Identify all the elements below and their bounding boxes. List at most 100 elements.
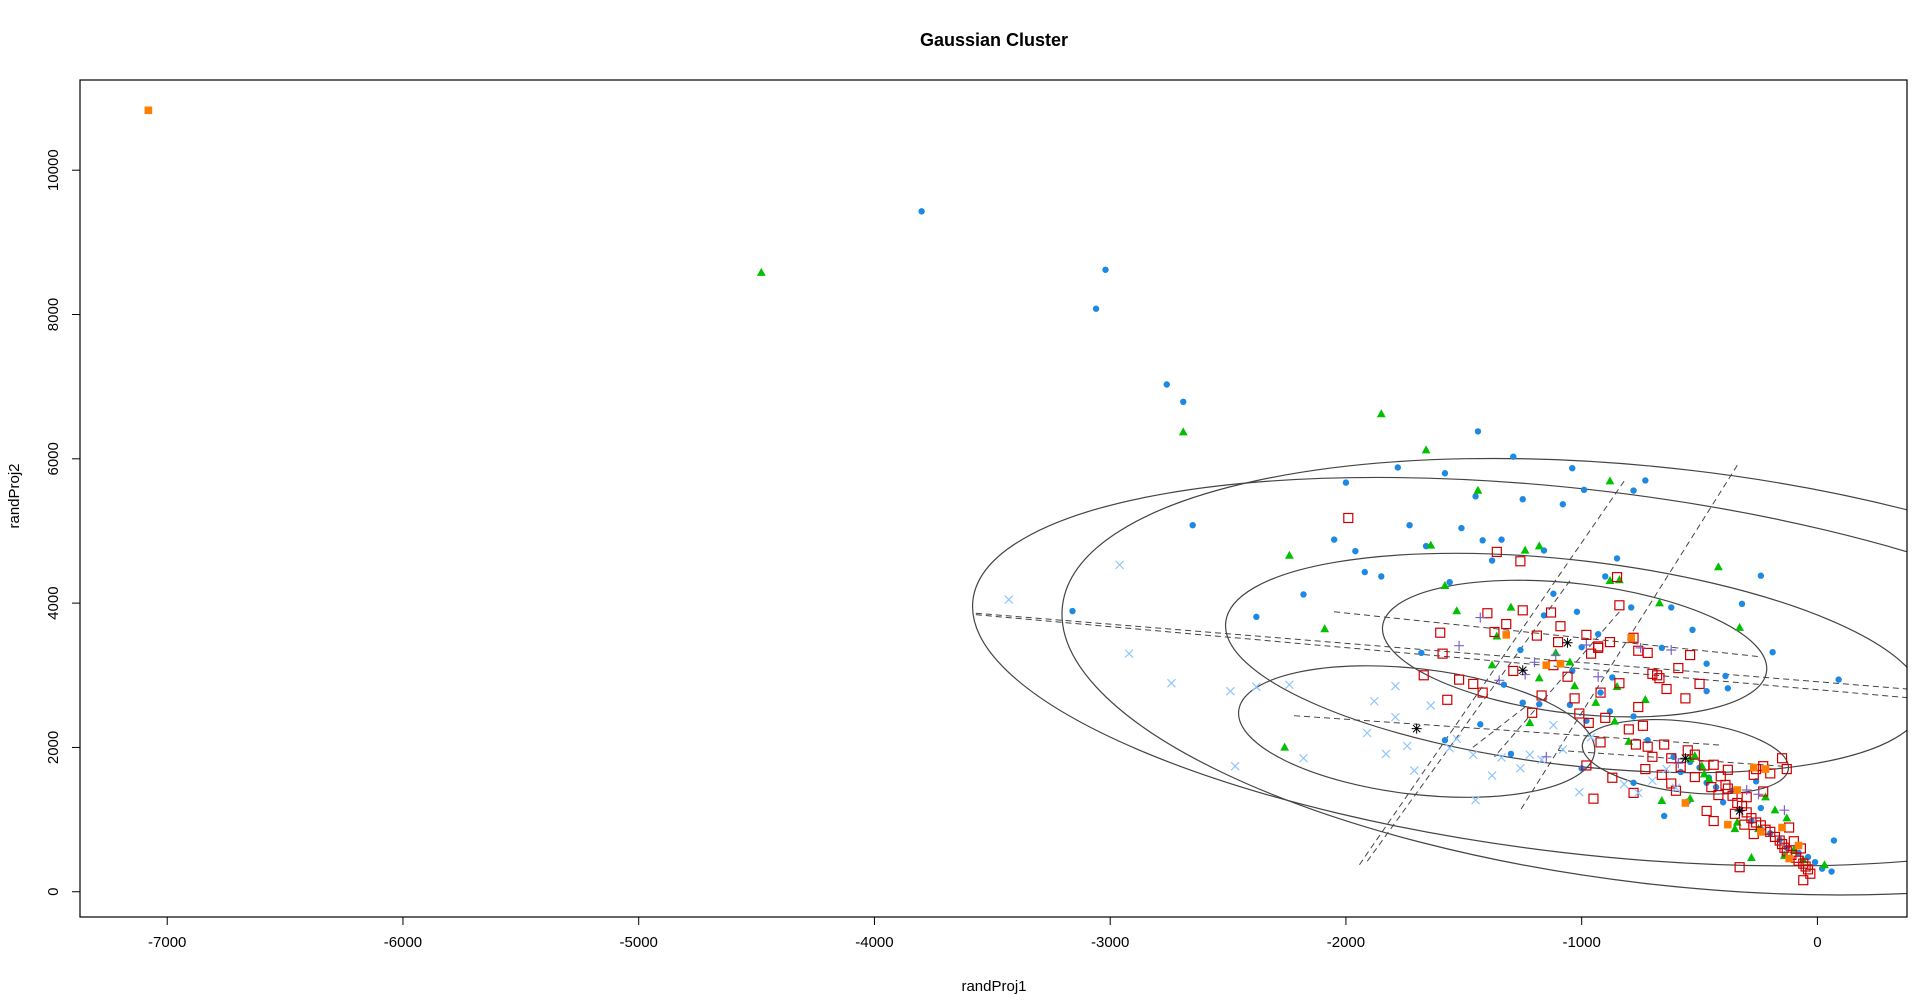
point-blue-circle [1342, 479, 1350, 486]
point-purple-plus [1673, 758, 1684, 769]
point-blue-circle [1609, 674, 1616, 681]
point-red-square [1779, 842, 1790, 853]
point-red-square [1675, 761, 1686, 773]
point-blue-circle [1630, 713, 1637, 720]
x-axis-label: randProj1 [961, 978, 1026, 995]
point-red-square [1805, 868, 1816, 879]
point-green-triangle [1487, 660, 1497, 669]
cluster-axis-line [975, 612, 1907, 690]
point-orange-square [1627, 633, 1635, 642]
point-green-triangle [1421, 445, 1431, 454]
y-tick-label: 10000 [45, 149, 62, 191]
point-lightblue-x [1362, 728, 1372, 738]
point-blue-circle [1630, 487, 1637, 494]
cluster-axis-line [1366, 580, 1571, 862]
point-red-square [1652, 670, 1663, 681]
point-red-square [1508, 665, 1519, 677]
point-green-triangle [1280, 742, 1290, 751]
point-orange-square [1502, 631, 1511, 639]
point-green-triangle [1492, 631, 1502, 640]
point-green-triangle [756, 267, 766, 276]
point-lightblue-x [1487, 771, 1497, 781]
cluster-axis-line [1357, 480, 1625, 868]
point-green-triangle [1178, 427, 1188, 436]
point-lightblue-x [1515, 763, 1525, 773]
point-orange-square [1724, 820, 1732, 829]
point-red-square [1708, 815, 1719, 827]
point-orange-square [1778, 823, 1786, 832]
point-red-square [1734, 862, 1745, 873]
point-blue-circle [1689, 626, 1696, 634]
point-lightblue-x [1391, 681, 1400, 691]
point-orange-square [1761, 765, 1770, 773]
point-blue-circle [1630, 779, 1637, 786]
point-blue-circle [1189, 521, 1196, 529]
point-green-triangle [1565, 657, 1575, 666]
point-blue-circle [1569, 464, 1576, 472]
point-blue-circle [1602, 573, 1609, 580]
point-blue-circle [1724, 685, 1732, 692]
y-tick-label: 0 [45, 888, 62, 896]
point-lightblue-x [1586, 732, 1596, 742]
point-green-triangle [1655, 598, 1664, 607]
point-purple-plus [1635, 642, 1646, 653]
y-tick-label: 8000 [45, 298, 62, 331]
point-lightblue-x [1445, 743, 1455, 753]
point-blue-circle [1472, 493, 1479, 500]
point-lightblue-x [1471, 795, 1481, 805]
point-blue-circle [1163, 381, 1170, 388]
point-purple-plus [1753, 789, 1764, 800]
point-red-square [1798, 875, 1809, 886]
point-red-square [1600, 712, 1611, 723]
point-blue-circle [1300, 591, 1307, 598]
point-green-triangle [1506, 602, 1516, 611]
point-red-square [1640, 763, 1651, 775]
point-purple-plus [1593, 671, 1604, 682]
cluster-ellipse [1581, 719, 1790, 795]
point-red-square [1739, 819, 1750, 830]
point-orange-square [1733, 786, 1742, 794]
point-red-square [1595, 687, 1606, 698]
point-green-triangle [1570, 681, 1580, 690]
point-blue-circle [1830, 837, 1838, 844]
point-red-square [1604, 636, 1616, 648]
cluster-ellipse [1061, 457, 1907, 896]
point-blue-circle [918, 208, 925, 215]
point-red-square [1548, 660, 1559, 671]
point-red-square [1781, 763, 1792, 775]
point-red-square [1527, 707, 1538, 718]
point-red-square [1593, 641, 1604, 652]
point-lightblue-x [1452, 734, 1462, 744]
point-orange-square [1785, 854, 1793, 863]
point-red-square [1647, 751, 1658, 762]
point-red-square [1713, 789, 1724, 801]
point-green-triangle [1284, 550, 1294, 559]
point-red-square [1581, 629, 1592, 640]
point-red-square [1654, 673, 1665, 684]
point-red-square [1517, 605, 1528, 616]
point-blue-circle [1719, 799, 1727, 806]
point-red-square [1614, 678, 1625, 689]
point-lightblue-x [1647, 776, 1657, 786]
point-red-square [1670, 785, 1682, 796]
point-blue-circle [1668, 604, 1675, 611]
point-lightblue-x [1468, 750, 1478, 760]
point-lightblue-x [1548, 720, 1558, 730]
point-red-square [1531, 630, 1542, 641]
x-tick-label: 0 [1813, 934, 1821, 951]
point-purple-plus [1550, 650, 1561, 661]
point-red-square [1491, 546, 1502, 557]
cluster-center-asterisk [1734, 805, 1745, 816]
point-blue-circle [1510, 453, 1517, 460]
cluster-center-asterisk [1411, 723, 1422, 734]
point-blue-circle [1835, 676, 1842, 683]
point-red-square [1581, 760, 1592, 771]
point-red-square [1343, 512, 1354, 524]
point-red-square [1748, 769, 1759, 780]
point-red-square [1694, 678, 1705, 690]
point-blue-circle [1738, 600, 1746, 608]
point-green-triangle [1690, 751, 1700, 760]
point-blue-circle [1519, 699, 1526, 706]
x-axis-ticks: -7000 -6000 -5000 -4000 -3000 -2000 -1000 0 [148, 917, 1822, 951]
point-red-square [1586, 648, 1597, 659]
